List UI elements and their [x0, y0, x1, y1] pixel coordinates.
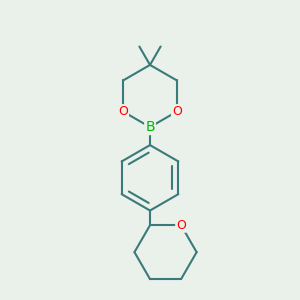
- Text: O: O: [172, 105, 182, 118]
- Text: O: O: [118, 105, 128, 118]
- Text: O: O: [176, 219, 186, 232]
- Text: B: B: [145, 120, 155, 134]
